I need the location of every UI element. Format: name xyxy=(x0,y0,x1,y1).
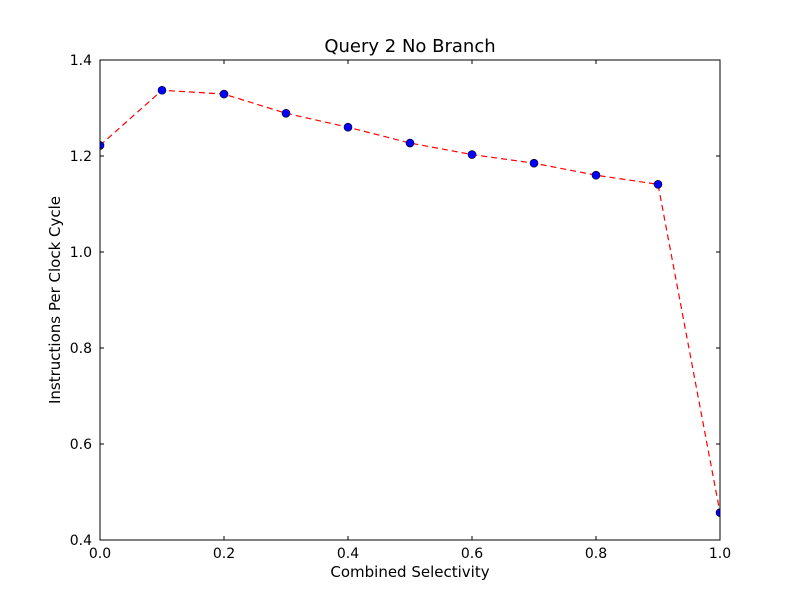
data-point xyxy=(715,508,720,517)
data-point xyxy=(653,180,663,189)
chart-title: Query 2 No Branch xyxy=(324,36,495,57)
x-axis-label: Combined Selectivity xyxy=(330,563,489,581)
plot-area xyxy=(100,60,720,540)
x-tick-label: 0.2 xyxy=(213,546,235,562)
data-point xyxy=(405,138,415,148)
x-tick-label: 0.8 xyxy=(585,546,607,562)
y-tick-label: 1.0 xyxy=(70,245,92,261)
plot-frame xyxy=(99,59,721,541)
data-point xyxy=(100,141,105,150)
data-point xyxy=(467,150,477,159)
x-tick-label: 0.6 xyxy=(461,546,483,562)
y-tick-label: 0.8 xyxy=(70,341,92,357)
plot-background xyxy=(100,60,720,540)
y-tick-label: 0.4 xyxy=(70,533,92,549)
x-tick-label: 1.0 xyxy=(709,546,731,562)
data-point xyxy=(529,158,539,168)
x-tick-label: 0.0 xyxy=(89,546,111,562)
data-point xyxy=(343,122,353,132)
series-line xyxy=(100,89,720,513)
x-tick-label: 0.4 xyxy=(337,546,359,562)
data-point xyxy=(591,170,601,180)
data-point xyxy=(219,89,229,99)
y-tick-label: 0.6 xyxy=(70,437,92,453)
y-axis-label: Instructions Per Clock Cycle xyxy=(46,196,64,404)
data-point xyxy=(281,108,291,118)
data-point xyxy=(157,85,167,95)
data-series xyxy=(100,85,720,517)
series-group xyxy=(100,85,720,517)
y-tick-label: 1.2 xyxy=(70,149,92,165)
y-tick-label: 1.4 xyxy=(70,53,92,69)
